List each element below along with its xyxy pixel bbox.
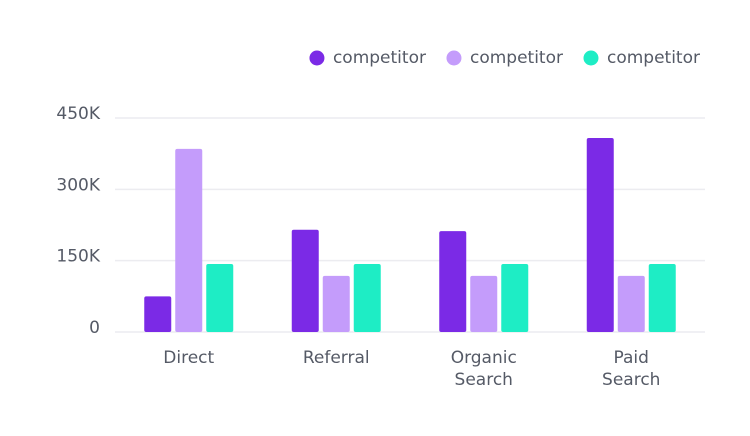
y-tick-label: 450K — [56, 104, 100, 124]
x-tick-label: Direct — [163, 348, 215, 368]
bar — [353, 263, 381, 332]
bar — [586, 137, 614, 332]
x-tick-label: Organic Search — [450, 348, 517, 390]
legend-marker — [583, 50, 599, 66]
legend-label: competitor — [607, 48, 700, 68]
legend-marker — [446, 50, 462, 66]
bar — [291, 229, 319, 332]
bar — [617, 275, 645, 332]
bar — [439, 231, 467, 332]
bar — [322, 275, 350, 332]
legend-marker — [309, 50, 325, 66]
x-tick-label: Referral — [302, 348, 370, 368]
x-tick-label: Paid Search — [602, 348, 661, 390]
y-tick-label: 150K — [56, 247, 100, 267]
legend-label: competitor — [470, 48, 563, 68]
bar — [175, 148, 203, 332]
bar — [206, 263, 234, 332]
bar — [470, 275, 498, 332]
bar — [648, 263, 676, 332]
y-tick-label: 0 — [89, 318, 100, 338]
bar — [144, 296, 172, 332]
bar — [501, 263, 529, 332]
legend-label: competitor — [333, 48, 426, 68]
y-tick-label: 300K — [56, 175, 100, 195]
